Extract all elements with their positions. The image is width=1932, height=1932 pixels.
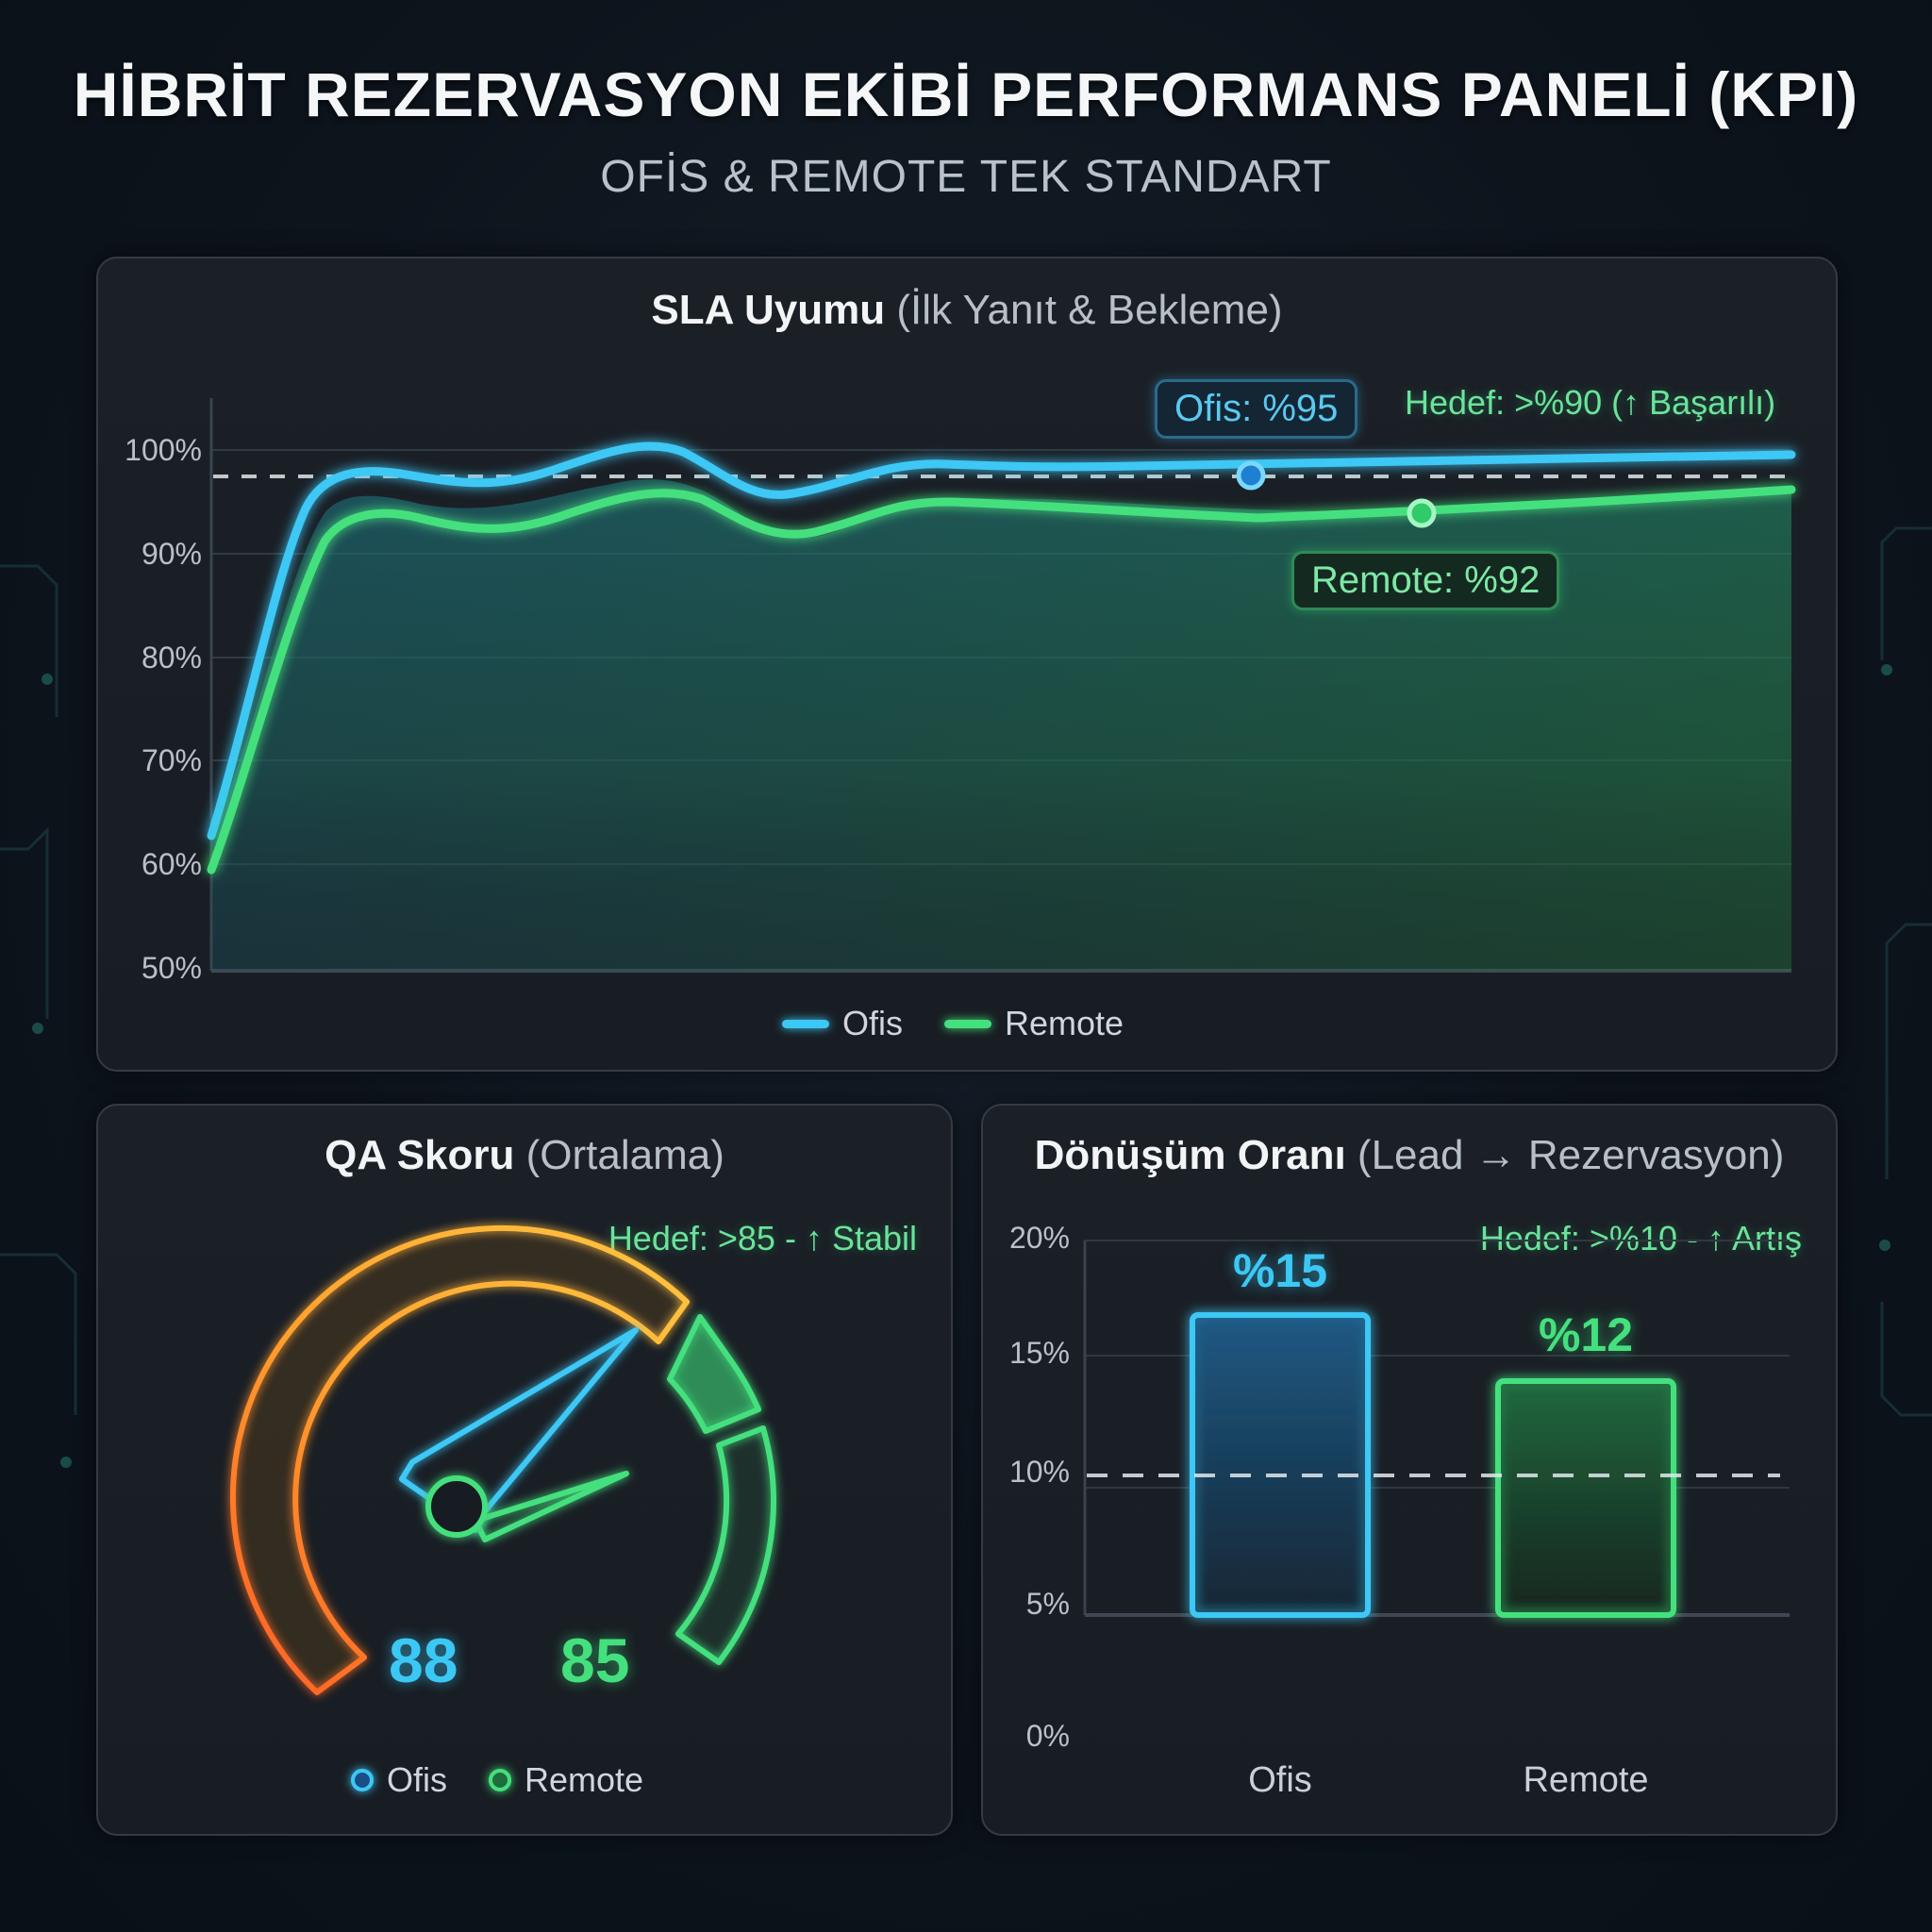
remote-marker: [1407, 498, 1437, 528]
remote-needle: [473, 1471, 629, 1542]
bar-remote: [1495, 1378, 1676, 1618]
category-remote: Remote: [1523, 1760, 1649, 1800]
ofis-marker: [1236, 460, 1266, 491]
qa-legend-remote: Remote: [525, 1760, 644, 1799]
qa-title-bold: QA Skoru: [325, 1132, 515, 1178]
y-tick: 60%: [141, 847, 202, 881]
circle-green-icon: [489, 1769, 512, 1791]
conversion-panel: Dönüşüm Oranı (Lead → Rezervasyon) Hedef…: [981, 1104, 1838, 1836]
y-tick: 90%: [141, 537, 202, 571]
bar-ofis: [1190, 1312, 1371, 1618]
sla-legend: Ofis Remote: [782, 1004, 1124, 1043]
line-swatch-blue-icon: [782, 1019, 829, 1028]
remote-callout: Remote: %92: [1291, 551, 1560, 610]
ofis-line: [207, 441, 1796, 841]
qa-title-light: (Ortalama): [525, 1132, 724, 1178]
sla-panel-title: SLA Uyumu (İlk Yanıt & Bekleme): [98, 287, 1836, 334]
legend-ofis-label: Ofis: [842, 1004, 904, 1042]
circle-blue-icon: [351, 1769, 374, 1791]
page-subtitle: OFİS & REMOTE TEK STANDART: [600, 152, 1332, 202]
sla-line-chart: [207, 398, 1796, 973]
category-ofis: Ofis: [1248, 1760, 1312, 1800]
bar-ofis-label: %15: [1232, 1244, 1328, 1297]
qa-remote-value: 85: [560, 1625, 630, 1695]
y-tick: 70%: [141, 743, 202, 777]
y-tick: 5%: [1025, 1587, 1070, 1621]
conversion-panel-title: Dönüşüm Oranı (Lead → Rezervasyon): [983, 1132, 1836, 1179]
y-tick: 15%: [1008, 1336, 1070, 1370]
qa-target-label: Hedef: >85 - ↑ Stabil: [608, 1219, 917, 1257]
gauge-hub: [425, 1475, 488, 1538]
conversion-title-bold: Dönüşüm Oranı: [1034, 1132, 1346, 1178]
sla-title-bold: SLA Uyumu: [651, 287, 886, 333]
ofis-callout: Ofis: %95: [1155, 379, 1358, 439]
conversion-bar-chart: [1083, 1240, 1790, 1618]
line-swatch-green-icon: [944, 1019, 992, 1028]
qa-gauge: [229, 1224, 776, 1695]
legend-remote-label: Remote: [1005, 1004, 1124, 1042]
qa-legend: Ofis Remote: [351, 1760, 643, 1800]
qa-panel: QA Skoru (Ortalama) Hedef: >85 - ↑ Stabi…: [96, 1104, 953, 1836]
bar-remote-label: %12: [1538, 1308, 1634, 1361]
qa-panel-title: QA Skoru (Ortalama): [98, 1132, 951, 1179]
conversion-target-label: Hedef: >%10 - ↑ Artış: [1479, 1219, 1802, 1257]
remote-line: [207, 485, 1796, 874]
conversion-title-light: (Lead → Rezervasyon): [1357, 1132, 1785, 1178]
y-tick: 50%: [141, 951, 202, 985]
sla-panel: SLA Uyumu (İlk Yanıt & Bekleme) 100% 90%…: [96, 257, 1838, 1072]
y-tick: 20%: [1008, 1221, 1070, 1255]
y-tick: 0%: [1025, 1719, 1070, 1753]
sla-target-label: Hedef: >%90 (↑ Başarılı): [1405, 383, 1776, 422]
page-title: HİBRİT REZERVASYON EKİBİ PERFORMANS PANE…: [73, 59, 1859, 129]
y-tick: 80%: [141, 641, 202, 675]
qa-legend-ofis: Ofis: [387, 1760, 448, 1799]
sla-title-light: (İlk Yanıt & Bekleme): [896, 287, 1283, 333]
y-tick: 10%: [1008, 1455, 1070, 1489]
qa-ofis-value: 88: [389, 1625, 458, 1695]
y-tick: 100%: [125, 433, 202, 467]
